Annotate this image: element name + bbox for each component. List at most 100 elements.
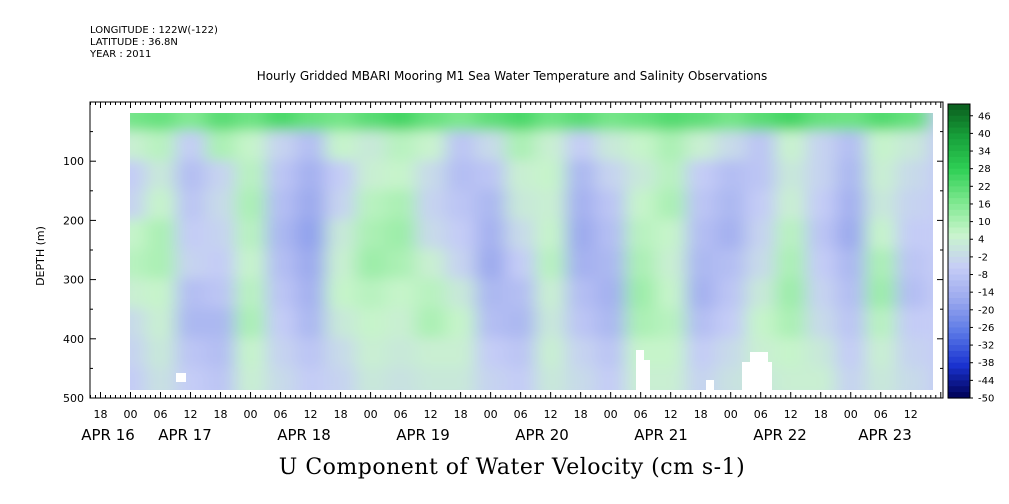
heatmap-cell bbox=[355, 337, 388, 370]
heatmap-cell bbox=[235, 189, 268, 222]
heatmap-cell bbox=[265, 337, 298, 370]
heatmap-cell bbox=[685, 337, 718, 370]
heatmap-cell bbox=[775, 219, 808, 251]
heatmap-cell bbox=[595, 278, 628, 311]
colorbar-swatch bbox=[948, 327, 970, 334]
x-hour-tick-label: 00 bbox=[244, 408, 258, 421]
heatmap-cell bbox=[385, 278, 418, 311]
colorbar-swatch bbox=[948, 245, 970, 252]
colorbar-swatch bbox=[948, 209, 970, 217]
heatmap-cell bbox=[415, 367, 448, 390]
x-hour-tick-label: 18 bbox=[694, 408, 708, 421]
heatmap-cell bbox=[415, 160, 448, 192]
heatmap-cell bbox=[595, 189, 628, 222]
heatmap-cell bbox=[535, 337, 568, 370]
heatmap-cell bbox=[130, 189, 148, 222]
heatmap-cell bbox=[835, 113, 868, 133]
heatmap-cell bbox=[130, 113, 148, 133]
heatmap-cell bbox=[325, 337, 358, 370]
heatmap-cell bbox=[595, 337, 628, 370]
colorbar-swatch bbox=[948, 362, 970, 370]
heatmap-cell bbox=[325, 249, 358, 281]
heatmap-cell bbox=[325, 113, 358, 133]
heatmap-cell bbox=[265, 308, 298, 340]
heatmap-cell bbox=[535, 308, 568, 340]
x-hour-tick-label: 12 bbox=[304, 408, 318, 421]
colorbar-swatch bbox=[948, 168, 970, 176]
heatmap-cell bbox=[625, 113, 658, 133]
colorbar-swatch bbox=[948, 350, 970, 358]
colorbar-swatch bbox=[948, 186, 970, 193]
heatmap-cell bbox=[565, 219, 598, 251]
x-hour-tick-label: 06 bbox=[634, 408, 648, 421]
heatmap-cell bbox=[745, 160, 778, 192]
colorbar-swatch bbox=[948, 303, 970, 311]
heatmap-cell bbox=[565, 189, 598, 222]
heatmap-cell bbox=[235, 219, 268, 251]
colorbar-swatch bbox=[948, 298, 970, 305]
heatmap-cell bbox=[835, 160, 868, 192]
heatmap-cell bbox=[865, 249, 898, 281]
data-gap bbox=[176, 373, 186, 382]
heatmap-cell bbox=[145, 278, 178, 311]
heatmap-cell bbox=[835, 249, 868, 281]
x-day-label: APR 16 bbox=[81, 426, 135, 444]
data-gaps bbox=[176, 350, 772, 390]
heatmap-cell bbox=[325, 130, 358, 163]
y-tick-label: 200 bbox=[63, 214, 84, 227]
heatmap-cell bbox=[415, 219, 448, 251]
heatmap-cell bbox=[775, 367, 808, 390]
colorbar-tick-label: -20 bbox=[978, 305, 994, 316]
heatmap-cell bbox=[505, 219, 538, 251]
heatmap-cell bbox=[295, 337, 328, 370]
heatmap-cell bbox=[685, 278, 718, 311]
colorbar-tick-label: -32 bbox=[978, 341, 994, 352]
heatmap-cell bbox=[130, 308, 148, 340]
heatmap-cell bbox=[295, 367, 328, 390]
heatmap-cell bbox=[415, 278, 448, 311]
heatmap-cell bbox=[265, 160, 298, 192]
heatmap-cell bbox=[355, 219, 388, 251]
heatmap-cell bbox=[505, 278, 538, 311]
colorbar-swatch bbox=[948, 345, 970, 352]
x-hour-tick-label: 12 bbox=[784, 408, 798, 421]
chart-title: Hourly Gridded MBARI Mooring M1 Sea Wate… bbox=[256, 69, 768, 83]
heatmap-cell bbox=[130, 219, 148, 251]
colorbar-swatch bbox=[948, 221, 970, 229]
x-hour-tick-label: 18 bbox=[454, 408, 468, 421]
heatmap-cell bbox=[175, 337, 208, 370]
heatmap-cell bbox=[295, 130, 328, 163]
heatmap-cell bbox=[865, 113, 898, 133]
heatmap-cell bbox=[895, 113, 928, 133]
heatmap-cell bbox=[265, 130, 298, 163]
heatmap-cell bbox=[355, 113, 388, 133]
heatmap-cell bbox=[715, 189, 748, 222]
heatmap-cell bbox=[565, 308, 598, 340]
colorbar-swatch bbox=[948, 127, 970, 134]
colorbar-swatch bbox=[948, 268, 970, 276]
x-day-label: APR 18 bbox=[277, 426, 331, 444]
x-hour-tick-label: 00 bbox=[724, 408, 738, 421]
data-gap bbox=[706, 380, 714, 390]
heatmap-cell bbox=[805, 130, 838, 163]
heatmap-cell bbox=[235, 337, 268, 370]
heatmap-cell bbox=[535, 113, 568, 133]
colorbar-tick-label: -38 bbox=[978, 358, 994, 369]
colorbar-swatch bbox=[948, 198, 970, 205]
heatmap-cell bbox=[325, 189, 358, 222]
heatmap-cell bbox=[775, 337, 808, 370]
heatmap-cell bbox=[475, 160, 508, 192]
heatmap-cell bbox=[265, 278, 298, 311]
colorbar-swatch bbox=[948, 392, 970, 399]
y-tick-label: 400 bbox=[63, 333, 84, 346]
colorbar-tick-label: 34 bbox=[978, 147, 991, 158]
heatmap-cell bbox=[265, 249, 298, 281]
heatmap-cell bbox=[685, 219, 718, 251]
heatmap-cell bbox=[295, 278, 328, 311]
heatmap-cell bbox=[715, 278, 748, 311]
colorbar-swatch bbox=[948, 321, 970, 329]
heatmap-cell bbox=[205, 113, 238, 133]
data-gap bbox=[636, 350, 644, 390]
heatmap-cell bbox=[295, 249, 328, 281]
heatmap-cell bbox=[775, 160, 808, 192]
